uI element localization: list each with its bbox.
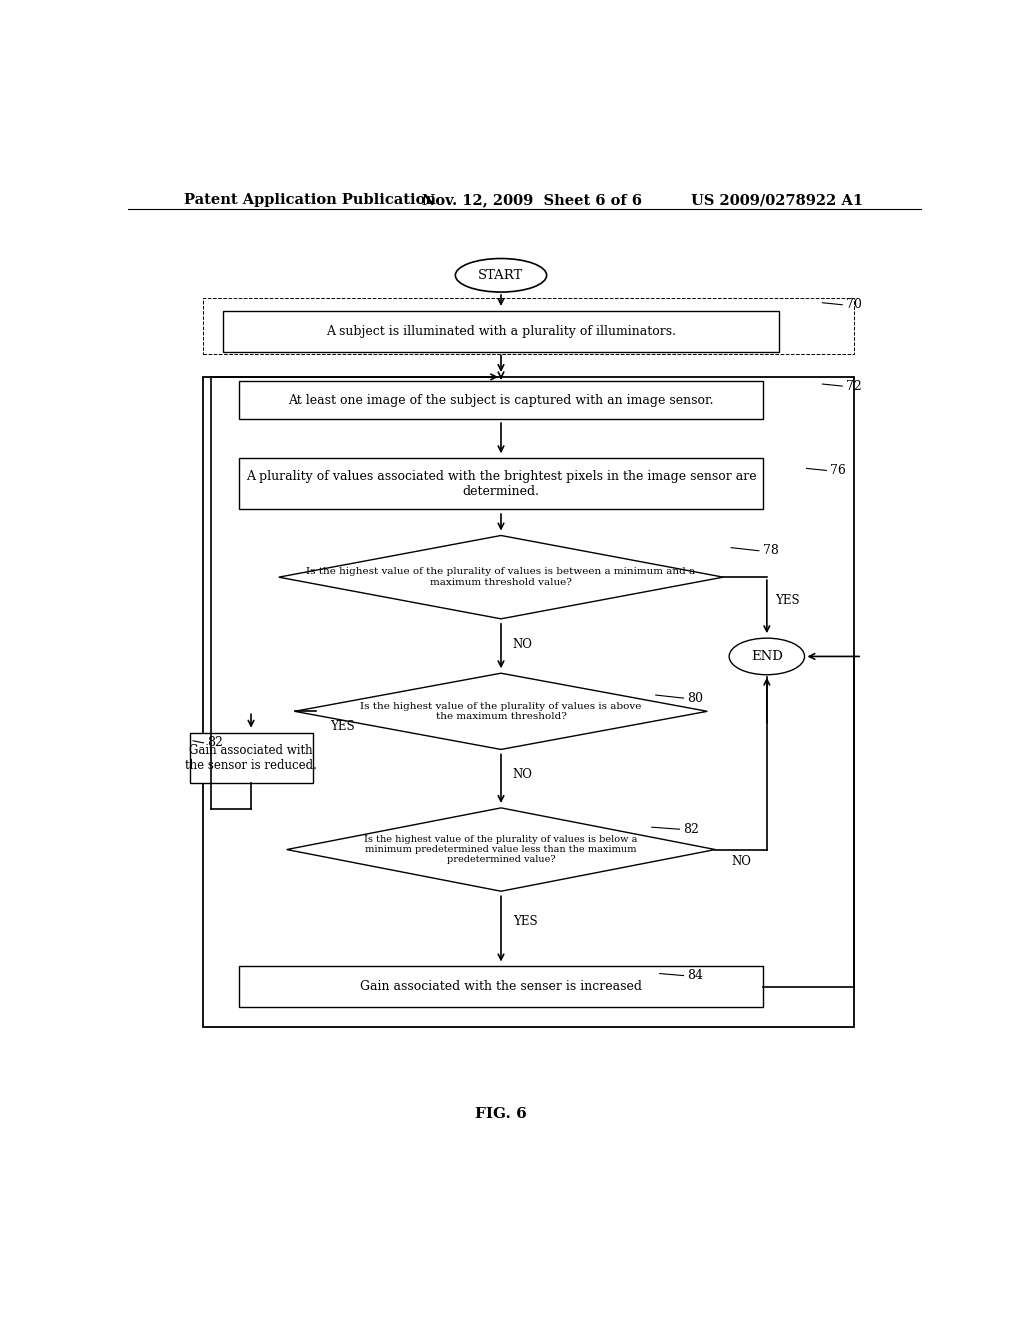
Text: NO: NO — [731, 855, 751, 869]
Text: Gain associated with
the sensor is reduced.: Gain associated with the sensor is reduc… — [185, 744, 317, 772]
Text: US 2009/0278922 A1: US 2009/0278922 A1 — [691, 193, 863, 207]
Text: 76: 76 — [830, 463, 846, 477]
Text: 82: 82 — [684, 822, 699, 836]
Text: A subject is illuminated with a plurality of illuminators.: A subject is illuminated with a pluralit… — [326, 325, 676, 338]
Text: END: END — [751, 649, 782, 663]
Text: 80: 80 — [687, 692, 703, 705]
Ellipse shape — [456, 259, 547, 292]
Text: FIG. 6: FIG. 6 — [475, 1106, 527, 1121]
Ellipse shape — [729, 638, 805, 675]
Text: 82: 82 — [207, 737, 223, 750]
Text: Gain associated with the senser is increased: Gain associated with the senser is incre… — [360, 981, 642, 993]
Polygon shape — [287, 808, 715, 891]
Text: A plurality of values associated with the brightest pixels in the image sensor a: A plurality of values associated with th… — [246, 470, 757, 498]
Polygon shape — [295, 673, 708, 750]
Text: YES: YES — [513, 915, 538, 928]
Polygon shape — [279, 536, 723, 619]
Text: Is the highest value of the plurality of values is above
the maximum threshold?: Is the highest value of the plurality of… — [360, 702, 642, 721]
Text: NO: NO — [513, 638, 532, 651]
FancyBboxPatch shape — [223, 312, 778, 351]
Text: 70: 70 — [846, 298, 862, 312]
Text: 78: 78 — [763, 544, 779, 557]
Text: Patent Application Publication: Patent Application Publication — [183, 193, 435, 207]
Text: NO: NO — [513, 768, 532, 781]
Text: YES: YES — [775, 594, 800, 607]
Text: 84: 84 — [687, 969, 703, 982]
FancyBboxPatch shape — [239, 381, 763, 420]
Text: Nov. 12, 2009  Sheet 6 of 6: Nov. 12, 2009 Sheet 6 of 6 — [422, 193, 642, 207]
Text: YES: YES — [331, 721, 355, 733]
Text: START: START — [478, 269, 523, 281]
FancyBboxPatch shape — [239, 458, 763, 510]
Text: Is the highest value of the plurality of values is below a
minimum predetermined: Is the highest value of the plurality of… — [365, 834, 638, 865]
Text: 72: 72 — [846, 380, 862, 392]
Text: Is the highest value of the plurality of values is between a minimum and a
maxim: Is the highest value of the plurality of… — [306, 568, 695, 587]
FancyBboxPatch shape — [189, 733, 312, 784]
FancyBboxPatch shape — [239, 966, 763, 1007]
Text: At least one image of the subject is captured with an image sensor.: At least one image of the subject is cap… — [288, 393, 714, 407]
